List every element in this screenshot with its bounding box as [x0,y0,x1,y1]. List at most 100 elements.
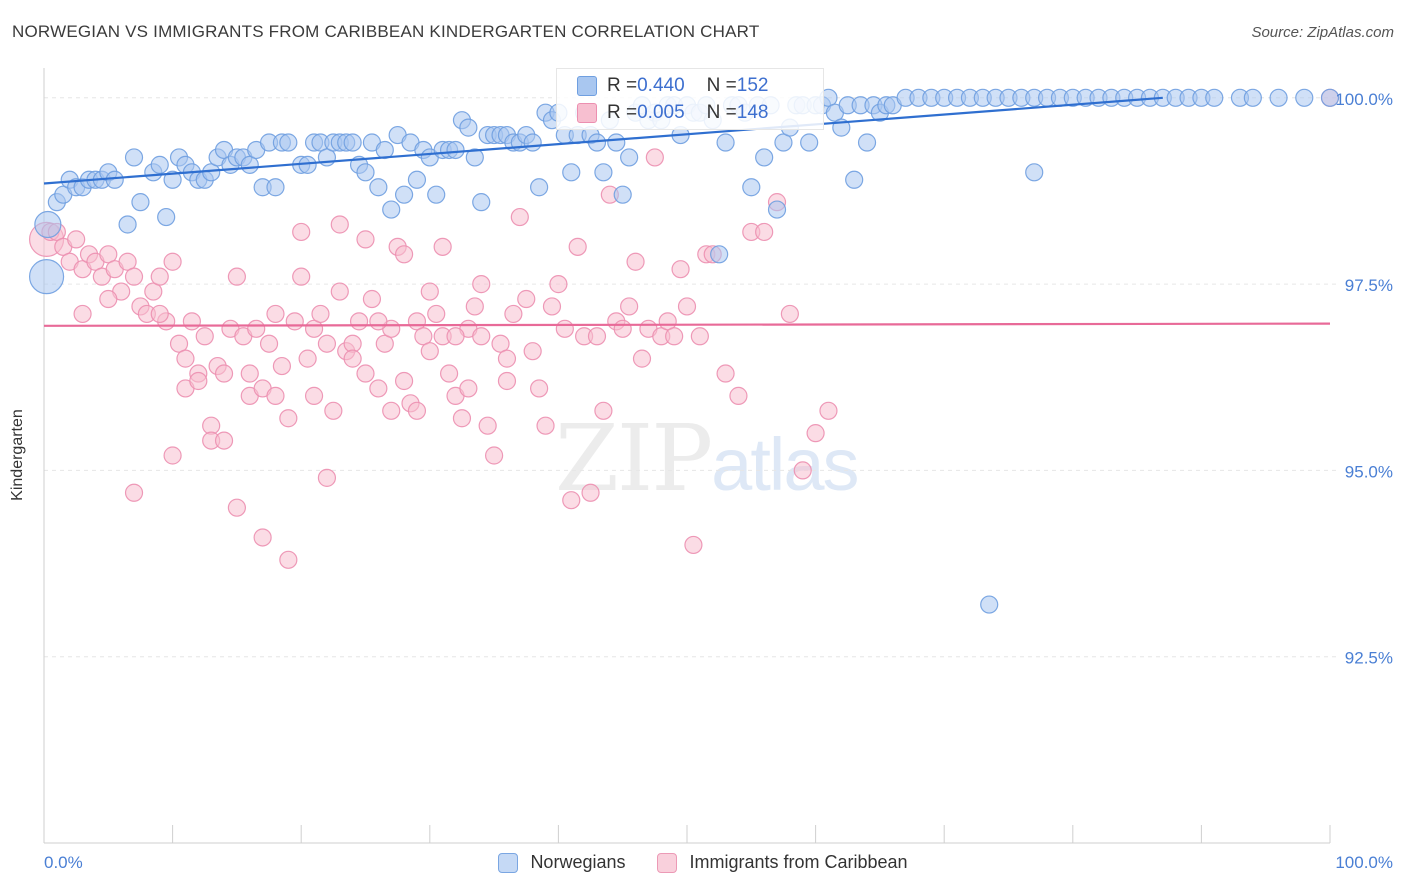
norwegian-point-64 [465,148,484,167]
series-legend: Norwegians Immigrants from Caribbean [0,852,1406,873]
caribbean-point-45 [324,401,343,420]
caribbean-point-79 [542,297,562,316]
caribbean-point-127 [459,379,478,398]
norwegian-point-18 [163,170,182,189]
norwegian-point-156 [1243,88,1262,107]
caribbean-point-113 [819,401,838,420]
caribbean-point-118 [227,498,246,517]
norwegian-point-159 [1320,88,1340,107]
legend-item-norwegians[interactable]: Norwegians [498,852,625,873]
axes [43,68,1331,844]
norwegian-point-63 [459,118,478,137]
caribbean-point-132 [214,431,234,450]
caribbean-point-99 [671,260,690,279]
caribbean-point-23 [182,312,201,331]
caribbean-point-35 [259,334,279,353]
watermark-zip: ZIP [555,405,713,512]
caribbean-point-52 [369,379,388,398]
caribbean-point-81 [555,319,574,338]
caribbean-point-142 [150,304,169,324]
caribbean-point-111 [793,461,812,480]
r-value-2: 0.005 [637,102,685,123]
y-tick-label-2: 95.0% [1345,462,1393,481]
caribbean-point-126 [433,237,452,256]
norwegian-point-11 [105,170,124,189]
y-tick-label-0: 100.0% [1335,90,1393,109]
caribbean-point-133 [240,364,259,383]
caribbean-point-56 [394,245,414,264]
norwegians-swatch [577,76,597,96]
legend-swatch-caribbean [657,852,678,873]
caribbean-point-87 [594,401,613,420]
caribbean-point-37 [272,356,292,376]
norwegian-point-16 [150,155,169,174]
caribbean-point-41 [298,349,317,368]
caribbean-point-38 [279,409,298,428]
caribbean-point-5 [67,230,86,249]
norwegian-point-111 [767,200,787,219]
norwegian-point-79 [562,163,581,182]
caribbean-point-90 [613,319,632,338]
caribbean-point-72 [497,349,517,368]
caribbean-point-36 [266,304,285,324]
norwegian-point-86 [607,133,626,152]
caribbean-point-43 [311,304,330,324]
caribbean-point-28 [214,364,234,383]
x-tick-label-right: 100.0% [1335,853,1393,872]
caribbean-point-30 [227,267,246,286]
norwegian-point-1 [34,210,62,239]
caribbean-point-91 [620,297,639,316]
stats-row-caribbean: R = 0.005 N = 148 [577,100,768,126]
caribbean-point-50 [356,364,375,383]
caribbean-point-105 [716,364,735,383]
norwegian-point-73 [523,133,542,152]
caribbean-point-68 [472,327,491,346]
caribbean-point-22 [176,349,195,368]
norwegian-point-12 [118,215,137,234]
caribbean-point-25 [195,327,214,346]
caribbean-point-78 [536,416,555,435]
norwegian-point-157 [1269,88,1288,107]
caribbean-point-65 [452,409,472,428]
norwegian-point-161 [1025,163,1044,182]
caribbean-point-86 [587,327,607,346]
caribbean-point-80 [549,275,568,294]
norwegian-point-14 [131,193,150,212]
norwegian-point-109 [755,148,774,167]
norwegian-point-61 [446,140,465,160]
norwegian-point-34 [266,178,285,197]
caribbean-trend-line [43,322,1331,327]
norwegian-point-154 [1205,88,1224,107]
norwegian-point-107 [742,178,761,197]
caribbean-point-63 [439,364,459,383]
n-value-1: 152 [736,75,769,96]
r-value-1: 0.440 [637,75,685,96]
caribbean-point-83 [568,237,587,256]
caribbean-point-40 [292,267,311,286]
caribbean-point-102 [690,327,709,346]
caribbean-point-140 [446,327,465,346]
norwegian-point-74 [530,178,549,197]
caribbean-point-136 [343,349,362,368]
caribbean-point-139 [420,282,439,301]
caribbean-point-33 [247,319,266,338]
norwegian-point-53 [394,185,414,204]
caribbean-point-51 [362,289,382,309]
legend-item-caribbean[interactable]: Immigrants from Caribbean [657,852,908,873]
norwegian-point-87 [613,185,632,204]
norwegian-point-38 [298,155,317,174]
norwegian-point-103 [716,133,735,152]
caribbean-point-141 [472,275,491,294]
norwegian-point-17 [157,207,176,227]
caribbean-point-108 [755,222,774,242]
caribbean-point-20 [163,252,182,271]
watermark-atlas: atlas [711,423,859,506]
caribbean-point-144 [292,222,311,242]
caribbean-point-39 [285,312,304,331]
caribbean-point-77 [530,379,549,398]
caribbean-point-82 [562,491,581,510]
stats-legend: R = 0.440 N = 152 R = 0.005 N = 148 [556,68,824,130]
norwegian-point-45 [343,133,362,152]
caribbean-point-73 [504,304,523,324]
